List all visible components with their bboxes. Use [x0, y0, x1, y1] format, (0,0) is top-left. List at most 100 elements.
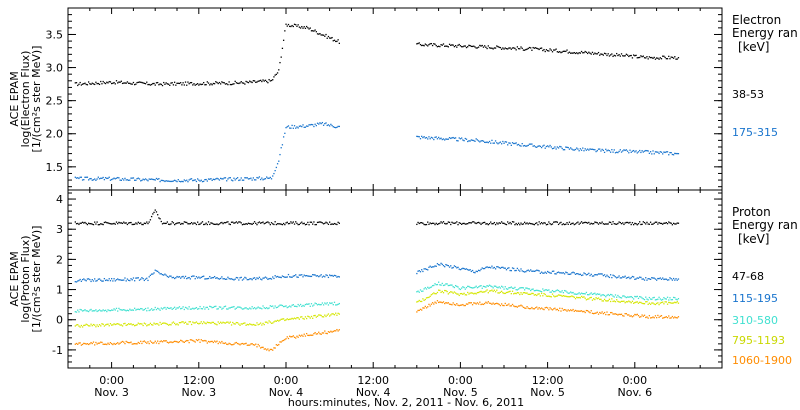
data-point [91, 278, 93, 281]
data-point [522, 223, 525, 225]
data-point [538, 145, 540, 147]
data-point [194, 341, 196, 343]
data-point [540, 146, 543, 149]
data-point [461, 46, 463, 48]
series-47-68 [74, 209, 680, 226]
data-point [194, 179, 196, 181]
data-point [658, 296, 660, 298]
data-point [152, 324, 154, 326]
data-point [594, 274, 596, 276]
data-point [504, 223, 506, 225]
data-point [417, 135, 419, 138]
data-point [456, 285, 458, 288]
data-point [81, 343, 84, 346]
data-point [510, 269, 512, 272]
data-point [530, 47, 532, 49]
data-point [674, 223, 676, 225]
data-point [553, 270, 555, 272]
data-point [321, 302, 324, 304]
data-point [677, 153, 680, 155]
data-point [126, 278, 129, 280]
data-point [445, 289, 447, 292]
data-point [611, 276, 613, 279]
data-point [154, 269, 156, 271]
data-point [473, 221, 475, 223]
data-point [98, 278, 101, 280]
data-point [544, 289, 546, 291]
data-point [321, 34, 324, 36]
data-point [454, 284, 457, 287]
data-point [166, 180, 169, 182]
data-point [336, 40, 338, 43]
data-point [318, 221, 320, 223]
data-point [319, 314, 321, 316]
data-point [451, 44, 453, 46]
data-point [240, 177, 242, 179]
data-point [114, 178, 116, 180]
electron-y-tick-label: 2.0 [46, 128, 64, 141]
data-point [204, 278, 206, 280]
data-point [504, 47, 506, 49]
data-point [89, 223, 91, 225]
data-point [462, 46, 464, 48]
data-point [511, 221, 514, 223]
data-point [321, 276, 324, 278]
data-point [134, 280, 136, 282]
data-point [141, 223, 143, 226]
data-point [205, 340, 207, 342]
data-point [97, 342, 99, 344]
data-point [582, 274, 584, 276]
data-point [561, 223, 563, 226]
data-point [628, 276, 630, 278]
data-point [458, 268, 460, 270]
data-point [142, 309, 144, 311]
data-point [86, 343, 89, 345]
data-point [662, 153, 664, 155]
data-point [253, 344, 256, 346]
data-point [429, 138, 431, 140]
data-point [416, 291, 418, 293]
data-point [152, 273, 154, 275]
data-point [617, 222, 619, 225]
data-point [572, 295, 574, 298]
data-point [229, 343, 231, 345]
data-point [620, 223, 623, 225]
data-point [100, 325, 102, 327]
data-point [101, 310, 103, 312]
data-point [465, 138, 468, 140]
data-point [272, 175, 274, 177]
data-point [580, 221, 583, 223]
data-point [656, 302, 658, 305]
data-point [465, 303, 468, 305]
data-point [491, 289, 493, 291]
data-point [101, 323, 103, 325]
data-point [488, 222, 491, 225]
data-point [477, 291, 480, 294]
data-point [164, 322, 166, 324]
data-point [127, 82, 130, 84]
data-point [112, 82, 114, 84]
data-point [324, 222, 326, 225]
data-point [314, 29, 316, 31]
data-point [309, 275, 311, 278]
data-point [146, 342, 148, 344]
data-point [126, 309, 129, 311]
data-point [576, 310, 578, 312]
data-point [266, 221, 268, 224]
data-point [86, 324, 89, 326]
data-point [625, 301, 628, 303]
data-point [163, 274, 165, 276]
data-point [165, 180, 167, 182]
data-point [435, 284, 437, 286]
data-point [178, 222, 181, 224]
data-point [556, 295, 558, 297]
data-point [211, 222, 213, 224]
data-point [609, 311, 612, 314]
data-point [616, 277, 618, 279]
data-point [589, 52, 591, 54]
data-point [98, 309, 101, 311]
data-point [482, 46, 485, 48]
data-point [106, 323, 108, 326]
data-point [533, 47, 535, 49]
data-point [96, 82, 98, 85]
